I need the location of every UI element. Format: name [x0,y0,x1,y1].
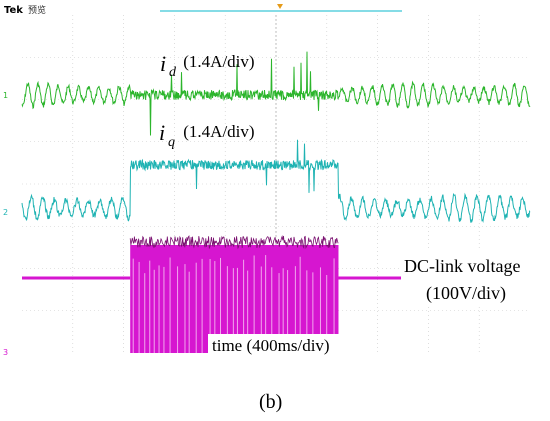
series-2-label-scale: (1.4A/div) [179,122,255,141]
channel-marker-2: 2 [3,208,8,217]
series-3-label-line1: DC-link voltage [404,256,520,276]
series-3-label-line2: (100V/div) [426,283,506,304]
series-2-trace [21,139,531,223]
channel-marker-3: 3 [3,348,8,357]
mode-label: 预览 [28,4,46,16]
series-1-label-subscript: d [169,65,177,80]
trigger-marker-icon [277,4,283,9]
channel-marker-1: 1 [3,91,8,100]
brand-label: Tek [4,5,23,16]
series-2-label-symbol: i [159,120,165,145]
series-1-trace [21,51,531,136]
x-axis-label: time (400ms/div) [212,336,330,355]
series-3-label-bg [401,251,549,305]
series-2-label-subscript: q [168,135,175,150]
series-3-band-top [129,234,339,250]
traces [21,51,531,353]
figure-caption: (b) [259,391,282,413]
series-1-label-symbol: i [160,51,166,76]
xlabel-bg [208,334,360,356]
channel-markers: 1 2 3 [3,91,8,357]
series-1-label-scale: (1.4A/div) [179,52,255,71]
